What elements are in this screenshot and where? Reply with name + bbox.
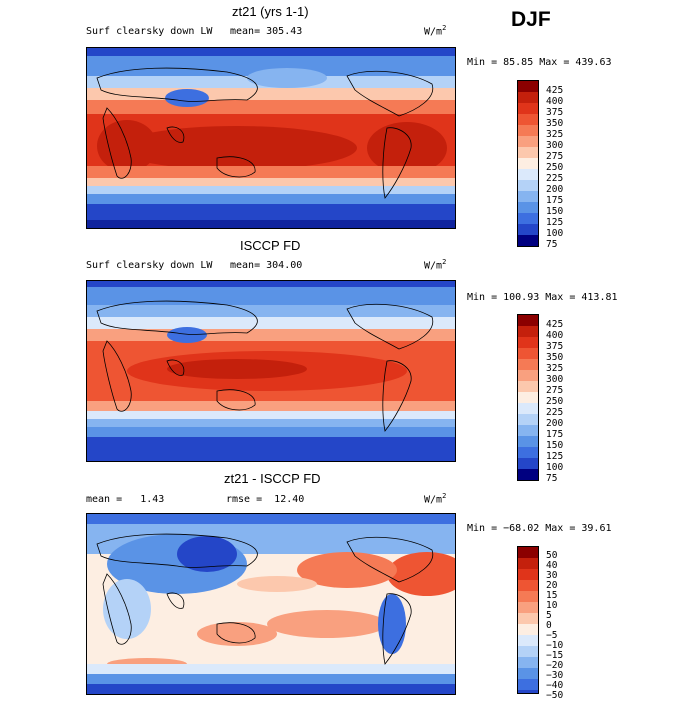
colorbar-tick: 75	[546, 473, 558, 484]
panel-2-mean: mean= 304.00	[230, 260, 302, 271]
panel-2-mean-label: mean=	[230, 260, 261, 271]
panel-1-mean-value: 305.43	[266, 26, 303, 37]
colorbar-tick: 400	[546, 330, 564, 341]
panel-2-units-sup: 2	[442, 258, 447, 266]
panel-2-colorbar	[517, 314, 539, 481]
colorbar-tick: 225	[546, 173, 564, 184]
colorbar-tick: 150	[546, 440, 564, 451]
panel-1-units-sup: 2	[442, 24, 447, 32]
colorbar-tick: 150	[546, 206, 564, 217]
colorbar-tick: 225	[546, 407, 564, 418]
colorbar-tick: 5	[546, 610, 552, 621]
colorbar-tick: 200	[546, 184, 564, 195]
colorbar-tick: 375	[546, 341, 564, 352]
colorbar-tick: 300	[546, 374, 564, 385]
panel-2-range: Min = 100.93 Max = 413.81	[467, 292, 618, 303]
panel-1-mean: mean= 305.43	[230, 26, 302, 37]
panel-3-mean-value: 1.43	[140, 494, 165, 505]
colorbar-tick: 175	[546, 195, 564, 206]
colorbar-tick: 50	[546, 550, 558, 561]
colorbar-tick: 175	[546, 429, 564, 440]
panel-1-colorbar	[517, 80, 539, 247]
panel-3-rmse: rmse = 12.40	[226, 494, 304, 505]
colorbar-tick: 325	[546, 363, 564, 374]
panel-3-mean-label: mean =	[86, 494, 123, 505]
panel-1-range: Min = 85.85 Max = 439.63	[467, 57, 612, 68]
panel-3-mean: mean = 1.43	[86, 494, 164, 505]
colorbar-tick: −40	[546, 680, 564, 691]
panel-3-rmse-label: rmse =	[226, 494, 263, 505]
panel-3-units-text: W/m	[424, 494, 443, 506]
panel-2-title: ISCCP FD	[240, 238, 301, 253]
panel-1-mean-label: mean=	[230, 26, 261, 37]
colorbar-tick: 0	[546, 620, 552, 631]
colorbar-tick: 10	[546, 600, 558, 611]
panel-3-colorbar	[517, 546, 539, 694]
panel-3-rmse-value: 12.40	[274, 494, 305, 505]
panel-3-range: Min = −68.02 Max = 39.61	[467, 523, 612, 534]
panel-1-field-label: Surf clearsky down LW	[86, 26, 213, 37]
colorbar-tick: 40	[546, 560, 558, 571]
colorbar-tick: 20	[546, 580, 558, 591]
colorbar-tick: 100	[546, 228, 564, 239]
colorbar-tick: 30	[546, 570, 558, 581]
colorbar-tick: −10	[546, 640, 564, 651]
panel-2-mean-value: 304.00	[266, 260, 303, 271]
colorbar-tick: 350	[546, 118, 564, 129]
colorbar-tick: 375	[546, 107, 564, 118]
panel-3-units-sup: 2	[442, 492, 447, 500]
colorbar-tick: 15	[546, 590, 558, 601]
panel-1-map	[86, 47, 456, 229]
colorbar-tick: 300	[546, 140, 564, 151]
panel-3-units: W/m2	[424, 492, 446, 505]
panel-2-map	[86, 280, 456, 462]
panel-2-units-text: W/m	[424, 260, 443, 272]
colorbar-tick: 250	[546, 396, 564, 407]
colorbar-tick: 200	[546, 418, 564, 429]
panel-1-title: zt21 (yrs 1-1)	[232, 4, 309, 19]
colorbar-tick: 425	[546, 85, 564, 96]
colorbar-tick: 325	[546, 129, 564, 140]
panel-3-title: zt21 - ISCCP FD	[224, 471, 321, 486]
panel-2-field-label: Surf clearsky down LW	[86, 260, 213, 271]
colorbar-tick: −20	[546, 660, 564, 671]
colorbar-tick: −5	[546, 630, 558, 641]
colorbar-tick: 125	[546, 451, 564, 462]
panel-2-units: W/m2	[424, 258, 446, 271]
colorbar-tick: 425	[546, 319, 564, 330]
colorbar-tick: 250	[546, 162, 564, 173]
panel-3-map	[86, 513, 456, 695]
colorbar-tick: −50	[546, 690, 564, 701]
panel-1-units: W/m2	[424, 24, 446, 37]
colorbar-tick: 275	[546, 385, 564, 396]
colorbar-tick: 350	[546, 352, 564, 363]
colorbar-tick: 100	[546, 462, 564, 473]
season-label: DJF	[511, 8, 551, 31]
colorbar-tick: 75	[546, 239, 558, 250]
colorbar-tick: 125	[546, 217, 564, 228]
colorbar-tick: 275	[546, 151, 564, 162]
colorbar-tick: 400	[546, 96, 564, 107]
panel-1-units-text: W/m	[424, 26, 443, 38]
colorbar-tick: −15	[546, 650, 564, 661]
colorbar-tick: −30	[546, 670, 564, 681]
